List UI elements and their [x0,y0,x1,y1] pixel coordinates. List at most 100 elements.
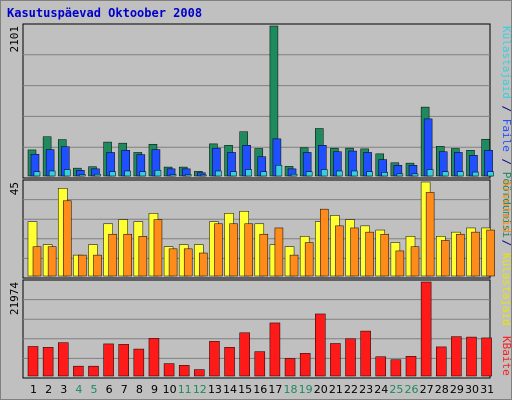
legend-bottom: KBaite [500,336,512,376]
bar-arvuteid-day-20 [320,208,329,277]
bar-arvuteid-day-31 [486,229,495,277]
bar-kbaite-day-2 [42,347,54,377]
bar-külastajaid-day-14 [230,171,237,177]
bar-külastajaid-day-16 [260,171,268,177]
bar-arvuteid-day-28 [440,240,450,277]
bar-kbaite-day-23 [360,330,371,377]
legend-middle-part: Arvuteid [500,180,512,233]
bar-kbaite-day-29 [451,336,462,377]
bar-kbaite-day-25 [390,359,402,377]
legend-top-part: / [500,99,512,119]
bar-kbaite-day-27 [420,281,432,377]
bar-külastajaid-day-5 [94,173,101,177]
bar-külastajaid-day-23 [366,171,373,177]
panel-visits-ymax-label: 2101 [8,26,21,53]
bar-külastajaid-day-25 [396,173,404,177]
bar-kbaite-day-15 [239,332,250,377]
day-label-27: 27 [420,383,434,396]
day-label-11: 11 [178,383,192,396]
bar-külastajaid-day-3 [63,169,71,177]
bar-külastajaid-day-10 [169,174,177,177]
bar-külastajaid-day-4 [79,174,86,177]
bar-arvuteid-day-13 [214,223,223,277]
bar-külastajaid-day-28 [441,171,449,177]
legend-top-part: Külastajaid [500,26,512,99]
bar-arvuteid-day-10 [168,248,178,277]
bar-külastajaid-day-13 [215,170,222,177]
day-label-26: 26 [405,383,419,396]
bar-kbaite-day-31 [481,337,492,377]
bar-arvuteid-day-9 [153,219,163,277]
bar-arvuteid-day-8 [138,236,148,277]
bar-kbaite-day-12 [194,369,205,377]
legend-middle-part: Külastajaid [500,253,512,326]
bar-külastajaid-day-8 [139,171,147,177]
bar-kbaite-day-28 [435,346,447,377]
bar-arvuteid-day-7 [123,233,132,277]
bar-kbaite-day-24 [375,356,387,377]
bar-külastajaid-day-22 [351,170,358,177]
bar-kbaite-day-10 [163,363,175,377]
bar-kbaite-day-20 [315,313,326,377]
day-label-24: 24 [374,383,388,396]
day-label-31: 31 [480,383,494,396]
bar-kbaite-day-22 [345,338,356,377]
bar-arvuteid-day-17 [274,227,284,277]
bar-külastajaid-day-11 [184,174,192,177]
bar-arvuteid-day-11 [183,248,193,277]
day-label-9: 9 [151,383,158,396]
bar-kbaite-day-4 [73,365,84,377]
bar-külastajaid-day-1 [33,171,41,177]
panel-visitors-ymax-label: 45 [8,182,21,195]
day-label-29: 29 [450,383,464,396]
bar-arvuteid-day-3 [62,200,72,277]
day-label-13: 13 [208,383,222,396]
legend-middle-part: / [500,233,512,253]
bar-kbaite-day-16 [254,351,266,377]
legend-middle: Arvuteid / Külastajaid [500,180,512,326]
bar-külastajaid-day-7 [124,170,131,177]
day-label-5: 5 [90,383,97,396]
bar-arvuteid-day-1 [32,246,42,277]
bar-külastajaid-day-30 [472,171,479,177]
day-label-30: 30 [465,383,479,396]
bar-kbaite-day-9 [148,338,160,377]
legend-top-part: Faile [500,119,512,152]
bar-arvuteid-day-27 [425,192,435,277]
bar-külastajaid-day-9 [154,170,162,177]
day-label-3: 3 [60,383,67,396]
bar-arvuteid-day-18 [289,254,299,277]
day-label-6: 6 [106,383,113,396]
bar-faile-day-27 [423,118,433,177]
bar-arvuteid-day-23 [365,231,374,277]
bar-kbaite-day-30 [466,336,477,377]
bar-kbaite-day-17 [269,322,281,377]
bar-kbaite-day-11 [178,365,190,377]
day-label-20: 20 [314,383,328,396]
legend-top: Külastajaid / Faile / Pöördumisi [500,26,512,238]
legend-top-part: / [500,152,512,172]
bar-külastajaid-day-29 [457,171,464,177]
bar-arvuteid-day-16 [259,233,269,277]
day-label-25: 25 [389,383,403,396]
bar-külastajaid-day-19 [305,171,313,177]
chart-title: Kasutuspäevad Oktoober 2008 [7,6,203,20]
bar-kbaite-day-5 [88,365,99,377]
bar-külastajaid-day-24 [381,172,389,177]
day-label-18: 18 [284,383,298,396]
bar-külastajaid-day-31 [487,171,494,177]
bar-külastajaid-day-6 [109,171,116,177]
bar-kbaite-day-6 [103,343,114,377]
day-label-4: 4 [75,383,82,396]
day-label-28: 28 [435,383,449,396]
bar-külastajaid-day-27 [426,169,434,177]
bar-arvuteid-day-6 [108,233,117,277]
bar-kbaite-day-3 [57,342,69,377]
bar-külastajaid-day-12 [200,174,207,177]
bar-arvuteid-day-12 [199,252,208,277]
bar-arvuteid-day-2 [47,246,57,277]
day-label-1: 1 [30,383,37,396]
bar-kbaite-day-18 [284,358,296,377]
bar-külastajaid-day-21 [336,170,343,177]
